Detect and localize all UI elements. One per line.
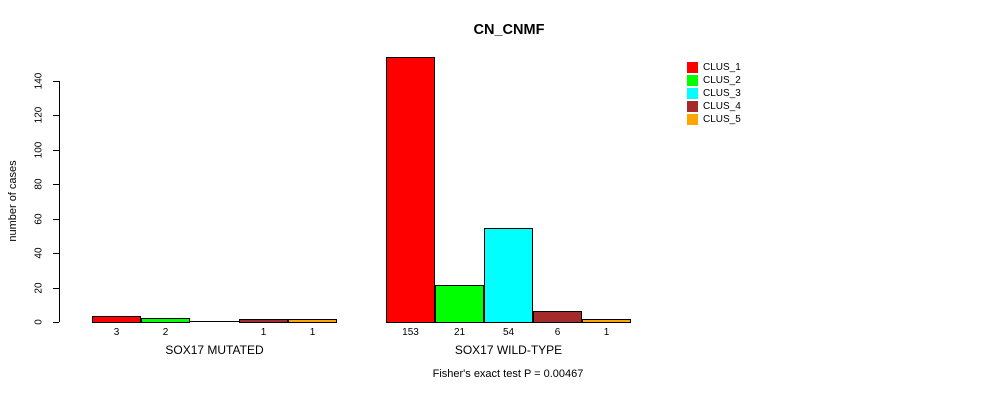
- y-axis-title: number of cases: [7, 160, 19, 242]
- legend-label: CLUS_4: [703, 101, 741, 112]
- y-axis-tick-label: 40: [33, 247, 45, 259]
- annotation-text: Fisher's exact test P = 0.00467: [432, 368, 584, 380]
- legend-item: CLUS_4: [687, 100, 741, 113]
- bar-clus_4: [533, 311, 582, 323]
- bar-clus_1: [92, 316, 141, 323]
- bar-value-label: 3: [113, 327, 120, 338]
- legend-label: CLUS_5: [703, 114, 741, 125]
- y-axis-tick-label: 80: [33, 178, 45, 190]
- y-axis-tick: [53, 253, 59, 254]
- y-axis-tick-label: 0: [33, 319, 45, 325]
- legend-item: CLUS_5: [687, 113, 741, 126]
- legend-swatch-icon: [687, 75, 698, 86]
- group-label-mutated: SOX17 MUTATED: [165, 343, 264, 357]
- y-axis-tick-label: 120: [33, 106, 45, 124]
- legend-item: CLUS_1: [687, 61, 741, 74]
- bar-value-label: 1: [309, 327, 316, 338]
- y-axis-tick: [53, 218, 59, 220]
- y-axis-tick-label: 60: [33, 212, 45, 225]
- y-axis-tick: [53, 184, 59, 185]
- y-axis-line: [59, 80, 60, 322]
- bar-value-label: 2: [162, 327, 169, 338]
- bar-clus_5: [288, 319, 337, 323]
- bar-value-label: 54: [502, 327, 515, 338]
- y-axis-tick-label: 100: [33, 141, 45, 158]
- y-axis-tick: [53, 287, 59, 289]
- chart-title: CN_CNMF: [473, 22, 545, 38]
- bar-clus_1: [386, 57, 435, 323]
- legend-item: CLUS_3: [687, 87, 741, 100]
- y-axis-tick: [53, 322, 59, 323]
- y-axis-tick: [53, 149, 59, 151]
- y-axis-tick: [53, 115, 59, 116]
- bar-clus_2: [435, 285, 484, 323]
- legend-swatch-icon: [687, 114, 698, 125]
- legend: CLUS_1 CLUS_2 CLUS_3 CLUS_4 CLUS_5: [687, 61, 741, 126]
- bar-clus_5: [582, 319, 631, 323]
- bar-clus_4: [239, 319, 288, 323]
- legend-swatch-icon: [687, 101, 698, 112]
- y-axis-tick: [53, 80, 59, 82]
- bar-value-label: 1: [260, 327, 267, 338]
- legend-label: CLUS_2: [703, 75, 741, 86]
- legend-label: CLUS_1: [703, 62, 741, 73]
- group-label-wild-type: SOX17 WILD-TYPE: [454, 343, 563, 357]
- bar-value-label: 21: [453, 327, 466, 338]
- y-axis-tick-label: 20: [33, 281, 45, 294]
- bar-clus_3: [484, 228, 533, 323]
- y-axis-tick-label: 140: [33, 72, 45, 89]
- bar-value-label: 1: [603, 327, 610, 338]
- bar-value-label: 153: [402, 327, 419, 338]
- bar-clus_3-zero: [190, 321, 239, 322]
- legend-swatch-icon: [687, 62, 698, 73]
- legend-swatch-icon: [687, 88, 698, 99]
- bar-value-label: 6: [554, 327, 561, 338]
- legend-label: CLUS_3: [703, 88, 741, 99]
- legend-item: CLUS_2: [687, 74, 741, 87]
- bar-clus_2: [141, 318, 190, 323]
